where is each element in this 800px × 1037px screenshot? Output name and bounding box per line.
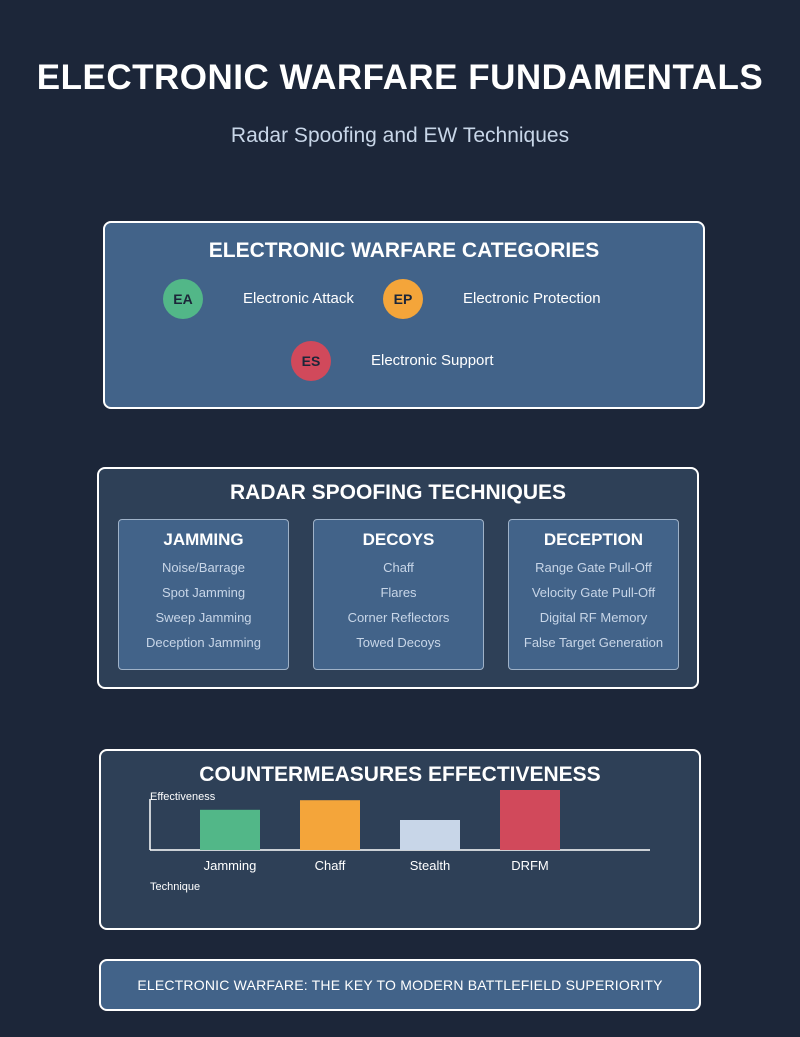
categories-title: ELECTRONIC WARFARE CATEGORIES xyxy=(208,239,600,262)
deception-item: Digital RF Memory xyxy=(539,610,648,625)
bar-label-drfm: DRFM xyxy=(511,858,549,873)
page-subtitle: Radar Spoofing and EW Techniques xyxy=(230,124,570,147)
es-label: Electronic Support xyxy=(371,352,494,369)
bar-stealth xyxy=(400,820,460,850)
ep-label: Electronic Protection xyxy=(463,290,601,307)
deception-item: Range Gate Pull-Off xyxy=(535,560,652,575)
bar-drfm xyxy=(500,790,560,850)
decoys-item: Corner Reflectors xyxy=(347,610,450,625)
jamming-item: Noise/Barrage xyxy=(161,560,246,575)
ew-categories-panel: ELECTRONIC WARFARE CATEGORIES EA Electro… xyxy=(103,221,705,409)
ep-badge-text: EP xyxy=(393,291,413,307)
countermeasures-panel: COUNTERMEASURES EFFECTIVENESS Effectiven… xyxy=(99,749,701,930)
decoys-item: Towed Decoys xyxy=(356,635,441,650)
jamming-item: Spot Jamming xyxy=(161,585,246,600)
bar-jamming xyxy=(200,809,260,850)
jamming-column: JAMMING Noise/Barrage Spot Jamming Sweep… xyxy=(118,519,289,670)
footer-banner: ELECTRONIC WARFARE: THE KEY TO MODERN BA… xyxy=(99,959,701,1011)
spoofing-title: RADAR SPOOFING TECHNIQUES xyxy=(229,481,567,504)
decoys-item: Chaff xyxy=(383,560,414,575)
ea-label: Electronic Attack xyxy=(243,290,354,307)
es-badge-text: ES xyxy=(301,353,321,369)
footer-text: ELECTRONIC WARFARE: THE KEY TO MODERN BA… xyxy=(137,977,663,993)
deception-item: Velocity Gate Pull-Off xyxy=(531,585,656,600)
y-axis-label: Effectiveness xyxy=(150,791,216,803)
deception-title: DECEPTION xyxy=(543,530,644,549)
jamming-title: JAMMING xyxy=(163,530,244,549)
jamming-item: Sweep Jamming xyxy=(155,610,252,625)
bar-chaff xyxy=(300,800,360,850)
radar-spoofing-panel: RADAR SPOOFING TECHNIQUES JAMMING Noise/… xyxy=(97,467,699,689)
jamming-item: Deception Jamming xyxy=(146,635,261,650)
effectiveness-chart: Effectiveness Technique Jamming Chaff Stealt… xyxy=(149,790,650,893)
bar-label-jamming: Jamming xyxy=(204,858,257,873)
ea-badge: EA xyxy=(163,279,203,319)
deception-column: DECEPTION Range Gate Pull-Off Velocity G… xyxy=(508,519,679,670)
bar-label-stealth: Stealth xyxy=(410,858,450,873)
deception-item: False Target Generation xyxy=(523,635,664,650)
decoys-column: DECOYS Chaff Flares Corner Reflectors To… xyxy=(313,519,484,670)
bar-label-chaff: Chaff xyxy=(315,858,346,873)
ep-badge: EP xyxy=(383,279,423,319)
x-axis-label: Technique xyxy=(150,881,200,893)
decoys-title: DECOYS xyxy=(362,530,435,549)
ea-badge-text: EA xyxy=(173,291,193,307)
es-badge: ES xyxy=(291,341,331,381)
decoys-item: Flares xyxy=(380,585,417,600)
page-title: ELECTRONIC WARFARE FUNDAMENTALS xyxy=(36,58,764,97)
countermeasures-title: COUNTERMEASURES EFFECTIVENESS xyxy=(199,763,601,786)
